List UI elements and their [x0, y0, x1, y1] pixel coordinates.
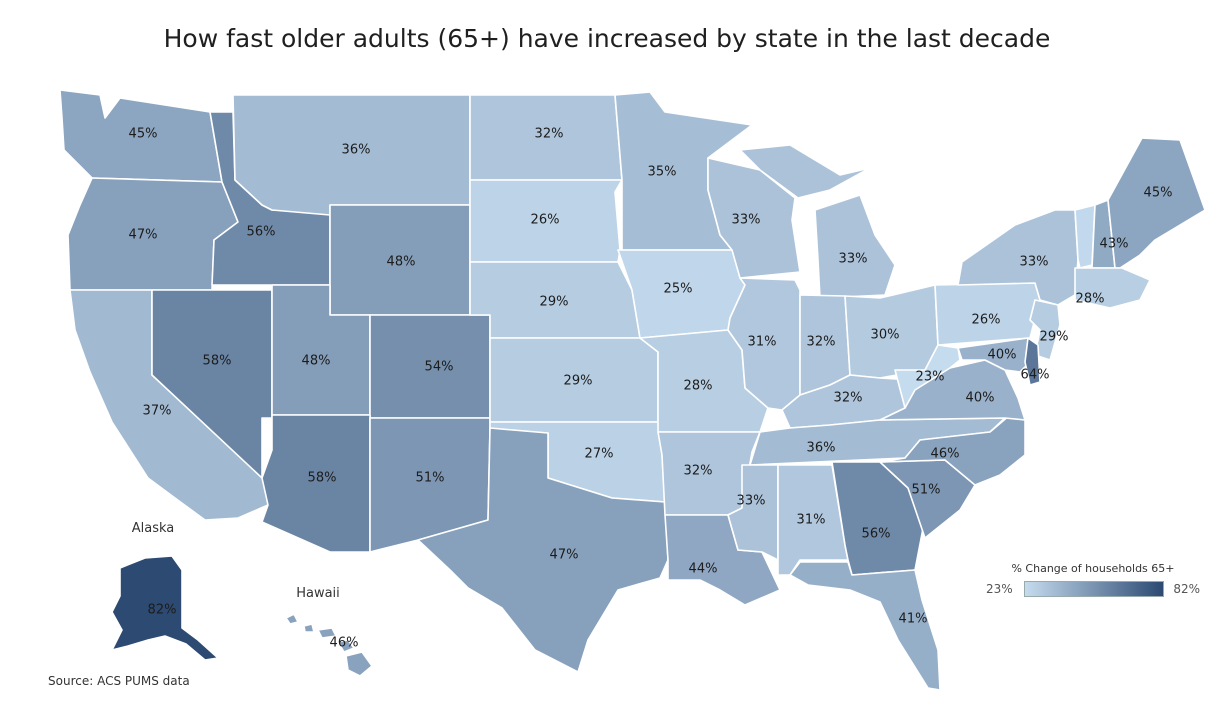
state-label-ok: 27%: [585, 447, 614, 462]
state-label-nj: 29%: [1040, 330, 1069, 345]
state-vt: [1074, 204, 1096, 269]
state-label-pa: 26%: [972, 313, 1001, 328]
state-label-nm: 51%: [416, 471, 445, 486]
state-wi: [707, 157, 801, 279]
state-fl: [789, 561, 941, 691]
state-label-me: 45%: [1144, 186, 1173, 201]
state-label-ct: 28%: [1076, 292, 1105, 307]
state-tx: [417, 427, 669, 673]
state-label-nd: 32%: [535, 127, 564, 142]
state-label-fl: 41%: [899, 612, 928, 627]
legend-title: % Change of households 65+: [1011, 562, 1175, 575]
state-label-ky: 32%: [834, 391, 863, 406]
state-label-mn: 35%: [648, 165, 677, 180]
state-label-az: 58%: [308, 471, 337, 486]
state-label-nc: 46%: [931, 447, 960, 462]
state-label-md: 40%: [988, 348, 1017, 363]
state-label-ca: 37%: [143, 404, 172, 419]
color-legend: % Change of households 65+ 23% 82%: [986, 562, 1200, 597]
state-nc: [879, 414, 1026, 486]
state-label-wy: 48%: [387, 255, 416, 270]
state-label-ia: 25%: [664, 282, 693, 297]
state-label-sd: 26%: [531, 213, 560, 228]
state-label-in: 32%: [807, 335, 836, 350]
state-label-tx: 47%: [550, 548, 579, 563]
state-mi: [814, 194, 896, 299]
legend-min-label: 23%: [986, 582, 1013, 596]
state-label-tn: 36%: [807, 441, 836, 456]
state-label-ne: 29%: [540, 295, 569, 310]
state-label-oh: 30%: [871, 328, 900, 343]
state-wv: [894, 344, 961, 409]
state-label-wi: 33%: [732, 213, 761, 228]
state-label-mt: 36%: [342, 143, 371, 158]
legend-gradient-bar: [1024, 581, 1164, 597]
state-label-ut: 48%: [302, 354, 331, 369]
state-label-ms: 33%: [737, 494, 766, 509]
alaska-caption: Alaska: [132, 521, 175, 536]
hawaii-caption: Hawaii: [296, 586, 340, 601]
state-label-va: 40%: [966, 391, 995, 406]
state-label-ak: 82%: [148, 603, 177, 618]
state-mi: [739, 144, 871, 199]
state-hi: [285, 613, 373, 677]
legend-max-label: 82%: [1173, 582, 1200, 596]
state-label-nh: 43%: [1100, 237, 1129, 252]
state-label-sc: 51%: [912, 483, 941, 498]
state-de: [1024, 337, 1041, 386]
state-ak: [111, 555, 219, 661]
state-label-mi: 33%: [839, 252, 868, 267]
state-label-ga: 56%: [862, 527, 891, 542]
state-label-il: 31%: [748, 335, 777, 350]
state-label-ny: 33%: [1020, 255, 1049, 270]
state-il: [727, 277, 801, 411]
state-label-nv: 58%: [203, 354, 232, 369]
state-label-de: 64%: [1021, 368, 1050, 383]
state-label-al: 31%: [797, 513, 826, 528]
state-label-wa: 45%: [129, 127, 158, 142]
state-label-id: 56%: [247, 225, 276, 240]
state-label-wv: 23%: [916, 370, 945, 385]
state-label-or: 47%: [129, 228, 158, 243]
state-label-hi: 46%: [330, 636, 359, 651]
state-label-mo: 28%: [684, 379, 713, 394]
state-ct: [1074, 267, 1151, 309]
state-label-ar: 32%: [684, 464, 713, 479]
source-note: Source: ACS PUMS data: [48, 674, 190, 688]
state-label-la: 44%: [689, 562, 718, 577]
state-label-co: 54%: [425, 360, 454, 375]
map-title: How fast older adults (65+) have increas…: [163, 24, 1051, 53]
state-label-ks: 29%: [564, 374, 593, 389]
